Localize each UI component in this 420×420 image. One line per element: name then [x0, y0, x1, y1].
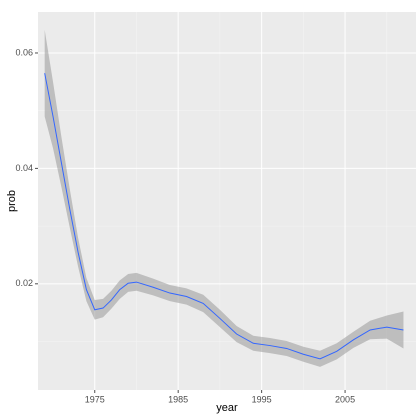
- smooth-line: [44, 73, 404, 360]
- y-axis-title: prob: [6, 190, 18, 212]
- y-tick-label: 0.06: [15, 47, 33, 57]
- x-tick-label: 2005: [335, 394, 355, 404]
- x-tick-label: 1975: [85, 394, 105, 404]
- y-tick-label: 0.02: [15, 278, 33, 288]
- x-tick-label: 1985: [168, 394, 188, 404]
- grid: [38, 12, 416, 390]
- x-tick-label: 1995: [252, 394, 272, 404]
- marks: [44, 29, 404, 367]
- y-tick-label: 0.04: [15, 163, 33, 173]
- x-axis-title: year: [216, 402, 238, 414]
